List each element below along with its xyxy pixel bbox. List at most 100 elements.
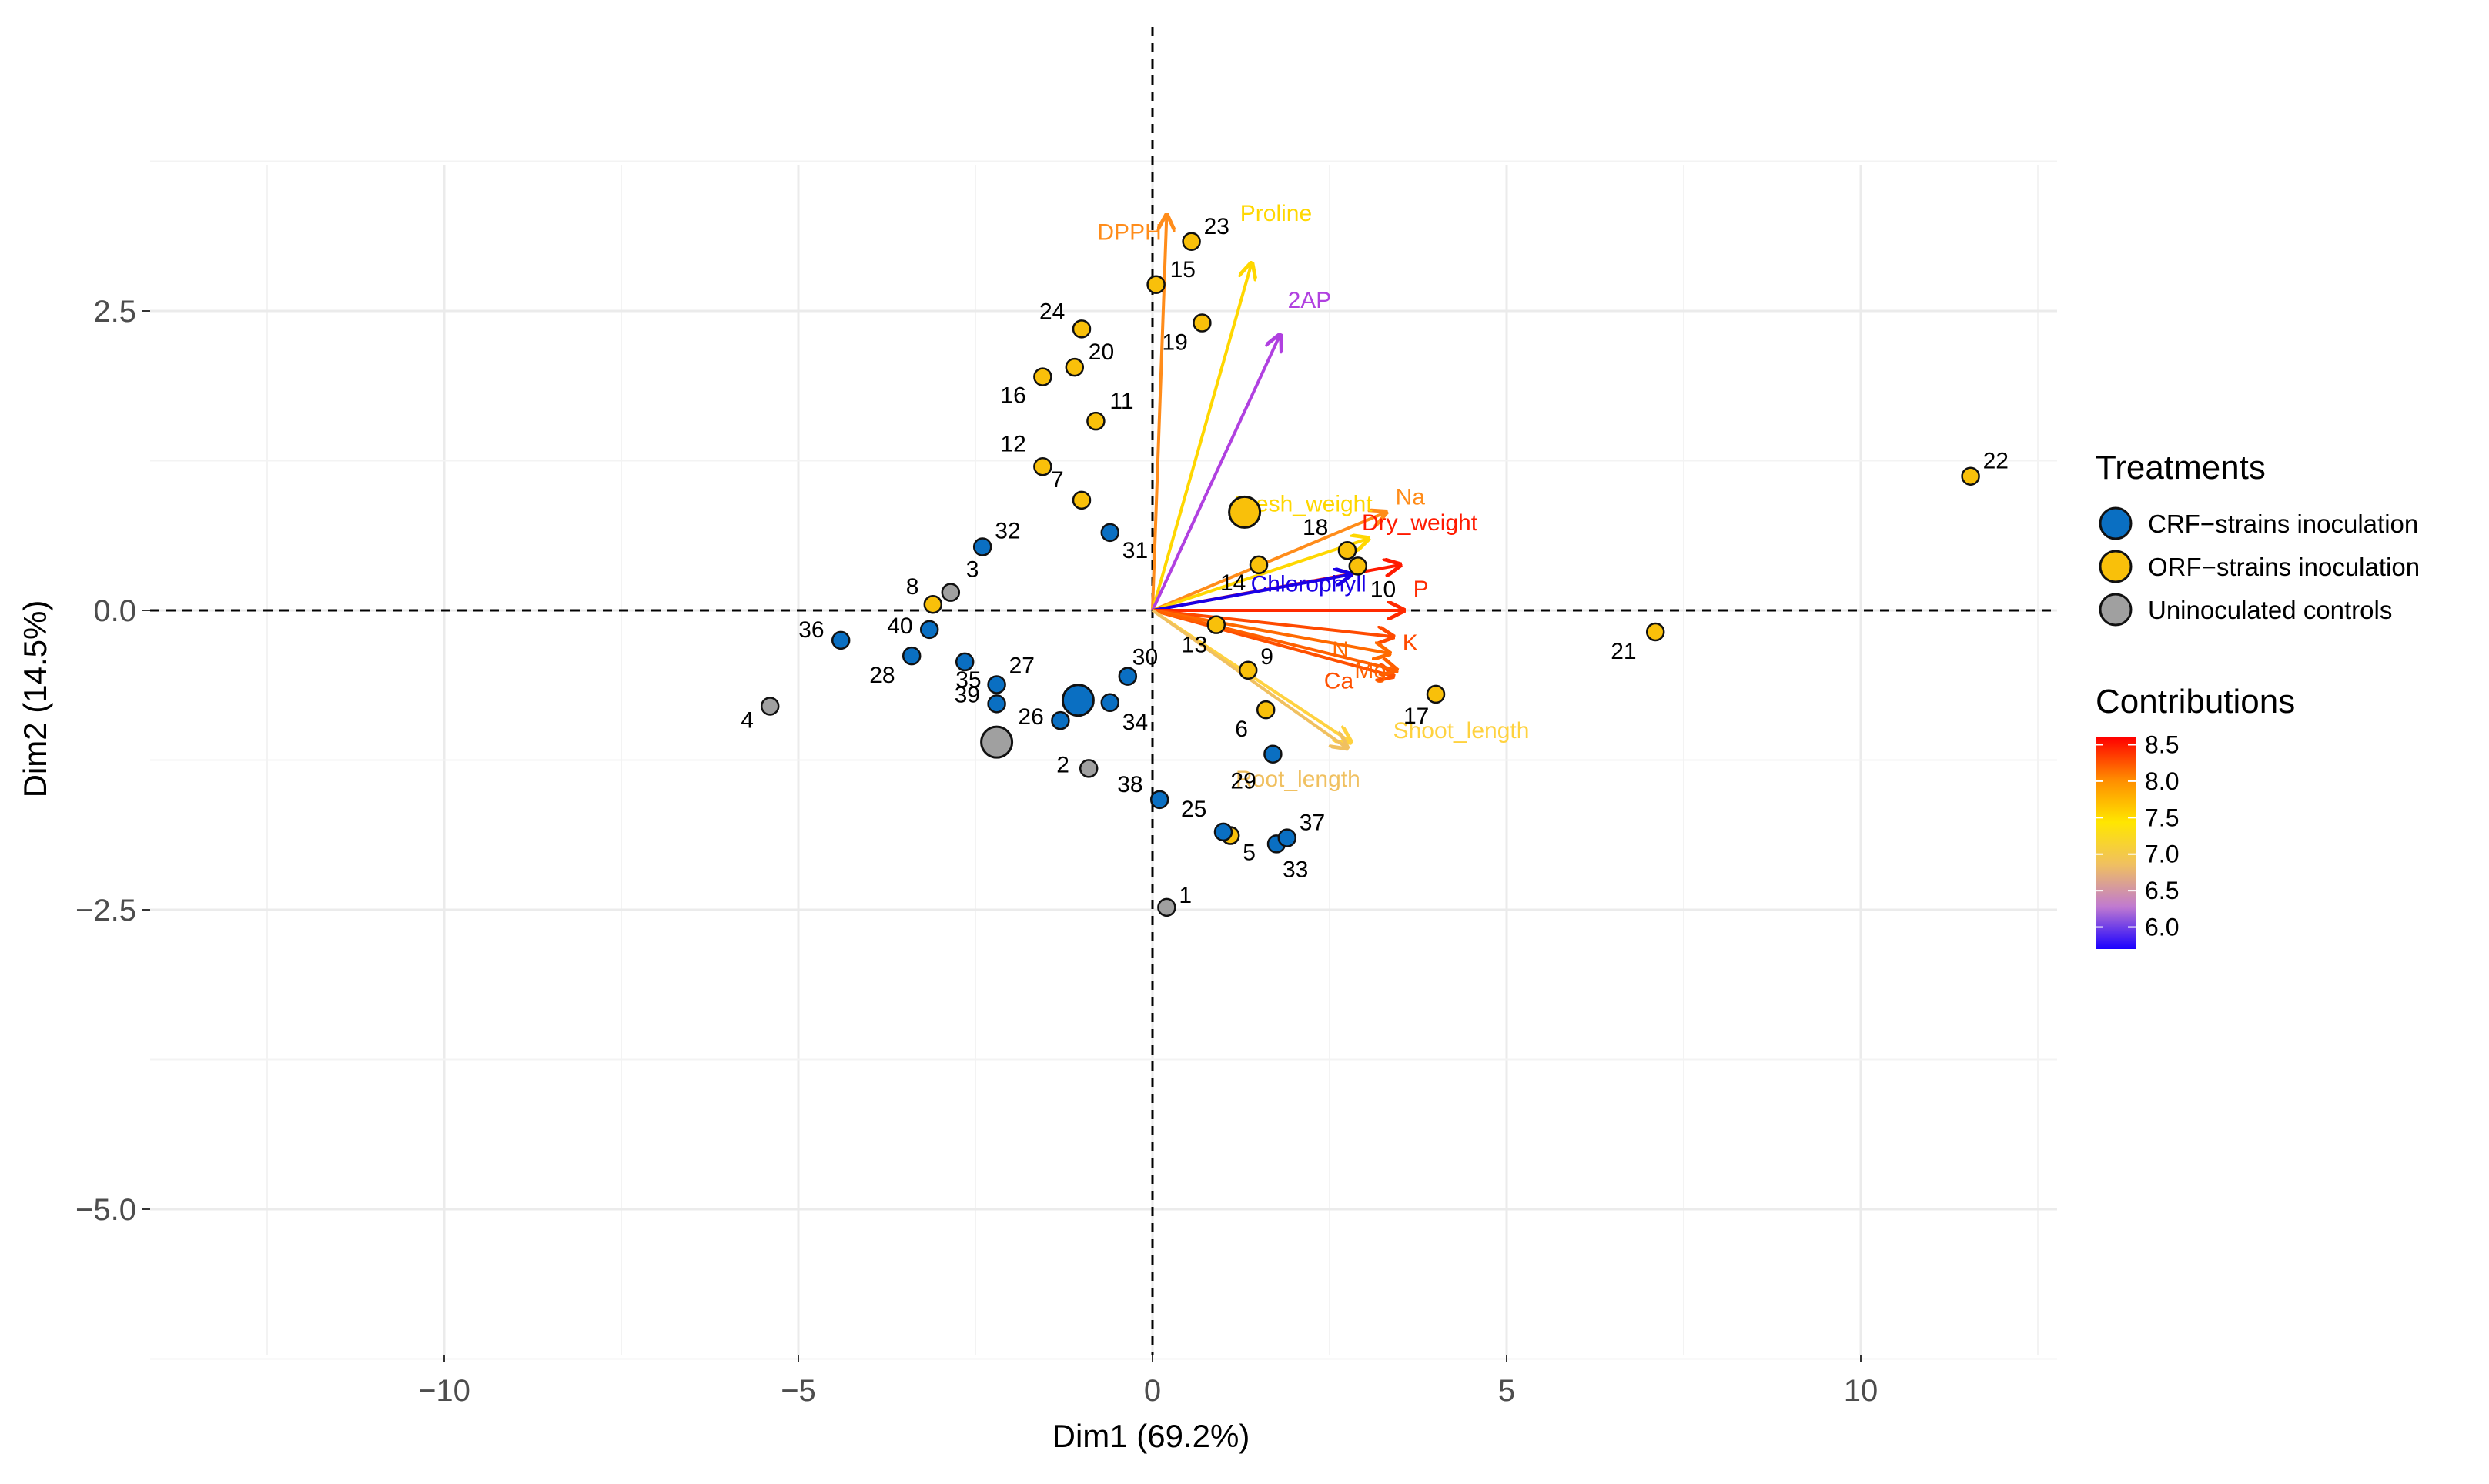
point-label: 7: [1051, 467, 1064, 493]
point-label: 14: [1220, 570, 1246, 596]
variable-label: Dry_weight: [1362, 510, 1478, 536]
point-label: 21: [1611, 639, 1636, 664]
variable-label: Chlorophyll: [1251, 571, 1367, 597]
data-point: [1146, 275, 1166, 295]
data-point: [902, 646, 922, 666]
data-point: [1348, 556, 1368, 576]
point-label: 23: [1204, 214, 1229, 239]
point-label: 5: [1243, 841, 1256, 866]
point-label: 30: [1132, 645, 1158, 670]
colorbar-tick-label: 6.5: [2145, 877, 2179, 904]
data-point: [1072, 319, 1092, 339]
data-point: [1645, 622, 1665, 642]
colorbar-tick-label: 7.5: [2145, 804, 2179, 831]
point-label: 9: [1260, 644, 1273, 670]
data-point: [1149, 790, 1169, 810]
data-point: [923, 594, 943, 614]
data-point: [1206, 615, 1226, 634]
point-label: 8: [906, 574, 919, 600]
data-point: [1337, 540, 1357, 560]
legend-label-un: Uninoculated controls: [2148, 596, 2392, 624]
point-label: 4: [741, 707, 754, 733]
tick-labels: −10 −5 0 5 10 2.5 0.0 −2.5 −5.0: [75, 295, 1878, 1408]
data-point: [1426, 684, 1446, 704]
variable-label: Mg: [1354, 658, 1387, 684]
point-label: 13: [1182, 633, 1207, 658]
variable-arrow: [1151, 216, 1166, 611]
point-label: 36: [798, 617, 824, 643]
variable-arrow: [1152, 609, 1393, 637]
data-point: [1065, 357, 1085, 377]
variable-arrow: [1151, 263, 1252, 611]
point-label: 28: [869, 663, 895, 688]
variable-arrow: [1152, 609, 1390, 653]
variable-label: 2AP: [1288, 288, 1332, 313]
grid-lines: [150, 160, 2057, 1360]
data-point: [831, 630, 851, 650]
data-point: [760, 697, 780, 716]
variable-arrow: [1152, 574, 1351, 612]
data-point: [1100, 693, 1120, 713]
variable-label: P: [1413, 577, 1429, 602]
point-label: 26: [1018, 704, 1043, 730]
x-tick-label: 10: [1844, 1374, 1878, 1408]
point-label: 37: [1300, 811, 1325, 836]
data-point: [1238, 660, 1258, 680]
x-tick-label: −5: [781, 1374, 816, 1408]
point-label: 3: [966, 557, 979, 583]
point-label: 29: [1230, 769, 1256, 794]
point-label: 2: [1056, 752, 1069, 777]
variable-label: Root_length: [1236, 767, 1360, 792]
point-label: 16: [1000, 383, 1025, 409]
point-label: 40: [887, 613, 912, 639]
point-label: 20: [1089, 339, 1114, 365]
x-axis-title: Dim1 (69.2%): [1052, 1418, 1250, 1454]
point-labels: 1234567891011121314151617181920212223242…: [741, 214, 2009, 908]
point-label: 32: [995, 519, 1020, 544]
legend-label-crf: CRF−strains inoculation: [2148, 510, 2418, 538]
data-point: [1263, 744, 1283, 764]
point-label: 19: [1162, 330, 1187, 356]
group-centroid: [1061, 684, 1095, 717]
data-point: [1051, 710, 1070, 730]
legend-key-un: [2099, 593, 2133, 627]
y-axis-title: Dim2 (14.5%): [17, 600, 53, 798]
data-point: [1033, 457, 1052, 476]
data-point: [1118, 667, 1138, 686]
y-tick-label: −5.0: [75, 1193, 136, 1227]
x-tick-label: 0: [1144, 1374, 1161, 1408]
x-tick-label: −10: [418, 1374, 470, 1408]
group-centroid: [1228, 495, 1262, 529]
legend-treatments-title: Treatments: [2096, 449, 2266, 486]
variable-arrow: [1152, 539, 1369, 612]
data-point: [941, 583, 961, 602]
point-label: 12: [1000, 431, 1025, 456]
legend-contributions: Contributions 8.5 8.0 7.5 7.0 6.5 6.0: [2096, 683, 2295, 949]
legend-key-crf: [2099, 506, 2133, 540]
variable-label: Shoot_length: [1393, 718, 1530, 744]
data-point: [1961, 466, 1980, 486]
point-label: 25: [1181, 797, 1206, 822]
variable-arrow: [1152, 609, 1397, 670]
data-point: [1213, 822, 1233, 842]
data-point: [1157, 897, 1176, 917]
point-label: 6: [1235, 717, 1248, 742]
reference-axes: [150, 27, 2057, 1355]
legend-key-orf: [2099, 550, 2133, 583]
legend-contributions-title: Contributions: [2096, 683, 2295, 720]
point-label: 39: [955, 682, 980, 707]
y-tick-label: −2.5: [75, 894, 136, 928]
data-point: [1072, 490, 1092, 510]
colorbar-tick-label: 7.0: [2145, 841, 2179, 868]
point-label: 34: [1122, 710, 1148, 735]
contributions-colorbar: [2096, 737, 2136, 949]
data-point: [1100, 523, 1120, 543]
y-tick-label: 2.5: [93, 295, 136, 329]
group-centroid: [980, 725, 1014, 759]
legend-treatments: Treatments CRF−strains inoculation ORF−st…: [2096, 449, 2420, 627]
variable-label: K: [1403, 630, 1418, 656]
data-point: [1249, 555, 1269, 575]
data-point: [1277, 828, 1297, 847]
data-point: [1256, 700, 1276, 720]
variable-arrow: [1152, 512, 1387, 612]
